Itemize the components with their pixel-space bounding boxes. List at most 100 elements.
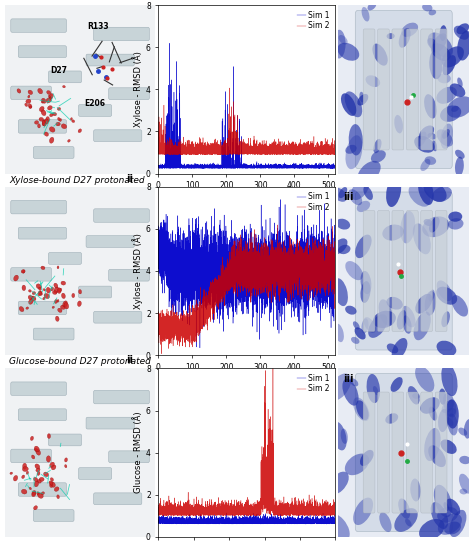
Ellipse shape [38, 291, 42, 296]
Ellipse shape [458, 428, 467, 436]
Sim 2 [329, 147, 335, 154]
FancyBboxPatch shape [11, 382, 66, 395]
Ellipse shape [353, 498, 373, 525]
Ellipse shape [64, 302, 69, 309]
Ellipse shape [333, 278, 348, 306]
Sim 1 [329, 164, 335, 171]
Sim 2 [163, 139, 169, 146]
FancyBboxPatch shape [18, 409, 66, 421]
Sim 2 [155, 331, 161, 337]
FancyBboxPatch shape [109, 451, 149, 463]
Ellipse shape [401, 23, 418, 37]
Ellipse shape [70, 118, 73, 120]
Ellipse shape [41, 109, 46, 115]
Sim 1 [332, 164, 338, 170]
FancyBboxPatch shape [392, 392, 404, 513]
Ellipse shape [351, 177, 370, 200]
Sim 2 [164, 144, 169, 151]
Ellipse shape [437, 130, 453, 146]
Sim 1 [277, 164, 283, 170]
Ellipse shape [441, 364, 457, 396]
Ellipse shape [446, 408, 456, 416]
Ellipse shape [34, 478, 38, 482]
FancyBboxPatch shape [79, 286, 112, 298]
Ellipse shape [45, 119, 48, 124]
Ellipse shape [64, 458, 67, 462]
Ellipse shape [332, 238, 347, 254]
Ellipse shape [72, 120, 75, 122]
Ellipse shape [36, 284, 42, 289]
Ellipse shape [361, 271, 372, 294]
Sim 2 [277, 151, 283, 158]
Ellipse shape [327, 513, 350, 541]
Sim 1 [164, 246, 169, 252]
Sim 2 [224, 150, 230, 156]
Ellipse shape [26, 307, 28, 309]
FancyBboxPatch shape [11, 268, 52, 281]
Ellipse shape [451, 295, 468, 317]
FancyBboxPatch shape [378, 210, 389, 332]
Ellipse shape [41, 100, 45, 103]
Ellipse shape [37, 493, 43, 498]
Ellipse shape [422, 4, 432, 11]
FancyBboxPatch shape [363, 29, 375, 150]
Sim 2 [227, 85, 232, 91]
Ellipse shape [450, 83, 465, 97]
Ellipse shape [442, 129, 450, 139]
Sim 2 [277, 249, 283, 255]
Ellipse shape [53, 113, 56, 116]
FancyBboxPatch shape [11, 449, 52, 463]
Ellipse shape [348, 189, 362, 205]
Line: Sim 1: Sim 1 [158, 43, 335, 168]
Ellipse shape [50, 482, 55, 487]
Ellipse shape [345, 454, 369, 475]
Ellipse shape [50, 113, 53, 117]
Ellipse shape [362, 7, 369, 22]
Ellipse shape [37, 492, 39, 495]
Ellipse shape [428, 133, 437, 140]
Ellipse shape [77, 301, 82, 307]
Ellipse shape [379, 299, 392, 326]
FancyBboxPatch shape [435, 210, 447, 332]
Ellipse shape [57, 107, 61, 111]
FancyBboxPatch shape [378, 29, 389, 150]
Ellipse shape [428, 446, 446, 467]
FancyBboxPatch shape [356, 10, 452, 169]
Ellipse shape [29, 106, 32, 108]
FancyBboxPatch shape [421, 392, 433, 513]
Text: ii: ii [127, 173, 134, 184]
Ellipse shape [21, 269, 25, 273]
Ellipse shape [14, 275, 18, 281]
Ellipse shape [434, 485, 452, 518]
Ellipse shape [413, 223, 431, 254]
Text: R133: R133 [87, 22, 109, 31]
Ellipse shape [31, 296, 36, 301]
Ellipse shape [52, 306, 55, 308]
Ellipse shape [56, 122, 60, 126]
FancyBboxPatch shape [79, 105, 112, 117]
FancyBboxPatch shape [363, 392, 375, 513]
Ellipse shape [42, 98, 46, 104]
Sim 2 [223, 510, 229, 517]
Sim 2 [328, 512, 334, 519]
Ellipse shape [37, 480, 41, 483]
Ellipse shape [28, 295, 33, 300]
Ellipse shape [414, 312, 431, 340]
Sim 2 [287, 233, 292, 239]
Sim 1 [188, 515, 193, 521]
Ellipse shape [402, 306, 416, 327]
Ellipse shape [79, 289, 82, 294]
Ellipse shape [386, 176, 401, 207]
Ellipse shape [437, 87, 457, 104]
Ellipse shape [37, 472, 40, 475]
Ellipse shape [32, 492, 36, 496]
Ellipse shape [17, 89, 21, 93]
Sim 2 [224, 273, 230, 279]
Ellipse shape [334, 324, 344, 342]
Ellipse shape [443, 393, 456, 417]
Ellipse shape [332, 422, 346, 450]
Sim 2 [332, 505, 338, 511]
Ellipse shape [429, 406, 438, 421]
Sim 2 [155, 151, 161, 157]
Line: Sim 1: Sim 1 [158, 199, 335, 348]
